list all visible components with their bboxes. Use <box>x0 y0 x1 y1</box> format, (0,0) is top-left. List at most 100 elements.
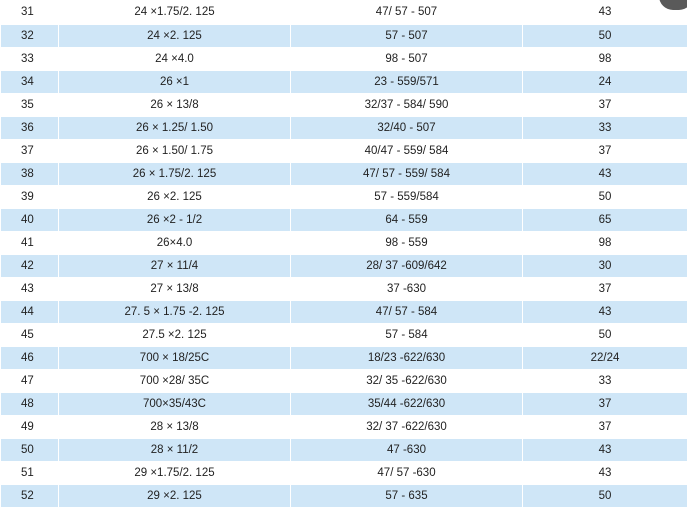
tire-size-cell: 27.5 ×2. 125 <box>58 323 291 347</box>
row-number-cell: 32 <box>0 24 59 48</box>
table-row: 37 26 × 1.50/ 1.75 40/47 - 559/ 584 37 <box>0 139 687 163</box>
table-row: 50 28 × 11/2 47 -630 43 <box>0 438 687 462</box>
row-number-cell: 52 <box>0 484 59 508</box>
row-number-cell: 40 <box>0 208 59 232</box>
etrto-cell: 57 - 507 <box>290 24 523 48</box>
table-row: 34 26 ×1 23 - 559/571 24 <box>0 70 687 94</box>
etrto-cell: 37 -630 <box>290 277 523 301</box>
value-cell: 98 <box>522 47 687 71</box>
etrto-cell: 47/ 57 - 507 <box>290 0 523 25</box>
value-cell: 43 <box>522 0 687 25</box>
table-row: 42 27 × 11/4 28/ 37 -609/642 30 <box>0 254 687 278</box>
tire-size-cell: 27. 5 × 1.75 -2. 125 <box>58 300 291 324</box>
row-number-cell: 38 <box>0 162 59 186</box>
value-cell: 30 <box>522 254 687 278</box>
table-row: 45 27.5 ×2. 125 57 - 584 50 <box>0 323 687 347</box>
etrto-cell: 32/ 35 -622/630 <box>290 369 523 393</box>
table-row: 46 700 × 18/25C 18/23 -622/630 22/24 <box>0 346 687 370</box>
etrto-cell: 40/47 - 559/ 584 <box>290 139 523 163</box>
table-row: 36 26 × 1.25/ 1.50 32/40 - 507 33 <box>0 116 687 140</box>
etrto-cell: 47 -630 <box>290 438 523 462</box>
tire-size-cell: 26 × 13/8 <box>58 93 291 117</box>
table-row: 52 29 ×2. 125 57 - 635 50 <box>0 484 687 508</box>
tire-size-cell: 24 ×4.0 <box>58 47 291 71</box>
value-cell: 50 <box>522 185 687 209</box>
etrto-cell: 57 - 559/584 <box>290 185 523 209</box>
etrto-cell: 32/37 - 584/ 590 <box>290 93 523 117</box>
value-cell: 50 <box>522 323 687 347</box>
tire-size-cell: 24 ×1.75/2. 125 <box>58 0 291 25</box>
row-number-cell: 51 <box>0 461 59 485</box>
value-cell: 98 <box>522 231 687 255</box>
tire-size-cell: 700×35/43C <box>58 392 291 416</box>
table-row: 51 29 ×1.75/2. 125 47/ 57 -630 43 <box>0 461 687 485</box>
table-row: 43 27 × 13/8 37 -630 37 <box>0 277 687 301</box>
table-row: 33 24 ×4.0 98 - 507 98 <box>0 47 687 71</box>
tire-size-cell: 26 × 1.75/2. 125 <box>58 162 291 186</box>
etrto-cell: 47/ 57 -630 <box>290 461 523 485</box>
tire-size-cell: 26 × 1.25/ 1.50 <box>58 116 291 140</box>
row-number-cell: 48 <box>0 392 59 416</box>
etrto-cell: 18/23 -622/630 <box>290 346 523 370</box>
table-row: 38 26 × 1.75/2. 125 47/ 57 - 559/ 584 43 <box>0 162 687 186</box>
value-cell: 22/24 <box>522 346 687 370</box>
etrto-cell: 64 - 559 <box>290 208 523 232</box>
tire-size-cell: 27 × 13/8 <box>58 277 291 301</box>
row-number-cell: 35 <box>0 93 59 117</box>
row-number-cell: 46 <box>0 346 59 370</box>
etrto-cell: 98 - 507 <box>290 47 523 71</box>
row-number-cell: 34 <box>0 70 59 94</box>
table-row: 41 26×4.0 98 - 559 98 <box>0 231 687 255</box>
value-cell: 37 <box>522 415 687 439</box>
value-cell: 43 <box>522 162 687 186</box>
table-row: 48 700×35/43C 35/44 -622/630 37 <box>0 392 687 416</box>
value-cell: 37 <box>522 93 687 117</box>
tire-size-cell: 28 × 11/2 <box>58 438 291 462</box>
value-cell: 65 <box>522 208 687 232</box>
row-number-cell: 50 <box>0 438 59 462</box>
tire-size-cell: 26×4.0 <box>58 231 291 255</box>
etrto-cell: 98 - 559 <box>290 231 523 255</box>
tire-size-cell: 29 ×2. 125 <box>58 484 291 508</box>
value-cell: 50 <box>522 484 687 508</box>
row-number-cell: 39 <box>0 185 59 209</box>
table-row: 31 24 ×1.75/2. 125 47/ 57 - 507 43 <box>0 0 687 25</box>
tire-size-cell: 28 × 13/8 <box>58 415 291 439</box>
tire-size-cell: 700 × 18/25C <box>58 346 291 370</box>
value-cell: 33 <box>522 116 687 140</box>
row-number-cell: 43 <box>0 277 59 301</box>
etrto-cell: 32/ 37 -622/630 <box>290 415 523 439</box>
table-row: 40 26 ×2 - 1/2 64 - 559 65 <box>0 208 687 232</box>
value-cell: 33 <box>522 369 687 393</box>
value-cell: 37 <box>522 139 687 163</box>
tire-size-cell: 27 × 11/4 <box>58 254 291 278</box>
value-cell: 37 <box>522 392 687 416</box>
etrto-cell: 32/40 - 507 <box>290 116 523 140</box>
row-number-cell: 41 <box>0 231 59 255</box>
tire-size-cell: 24 ×2. 125 <box>58 24 291 48</box>
value-cell: 50 <box>522 24 687 48</box>
etrto-cell: 47/ 57 - 584 <box>290 300 523 324</box>
tire-size-cell: 700 ×28/ 35C <box>58 369 291 393</box>
etrto-cell: 57 - 584 <box>290 323 523 347</box>
table-row: 47 700 ×28/ 35C 32/ 35 -622/630 33 <box>0 369 687 393</box>
etrto-cell: 47/ 57 - 559/ 584 <box>290 162 523 186</box>
etrto-cell: 23 - 559/571 <box>290 70 523 94</box>
value-cell: 43 <box>522 461 687 485</box>
etrto-cell: 57 - 635 <box>290 484 523 508</box>
tire-size-cell: 26 ×1 <box>58 70 291 94</box>
table-row: 39 26 ×2. 125 57 - 559/584 50 <box>0 185 687 209</box>
row-number-cell: 36 <box>0 116 59 140</box>
row-number-cell: 37 <box>0 139 59 163</box>
table-row: 44 27. 5 × 1.75 -2. 125 47/ 57 - 584 43 <box>0 300 687 324</box>
value-cell: 43 <box>522 438 687 462</box>
row-number-cell: 31 <box>0 0 59 25</box>
etrto-cell: 35/44 -622/630 <box>290 392 523 416</box>
row-number-cell: 42 <box>0 254 59 278</box>
row-number-cell: 47 <box>0 369 59 393</box>
scroll-top-button[interactable] <box>659 0 687 10</box>
value-cell: 43 <box>522 300 687 324</box>
etrto-cell: 28/ 37 -609/642 <box>290 254 523 278</box>
